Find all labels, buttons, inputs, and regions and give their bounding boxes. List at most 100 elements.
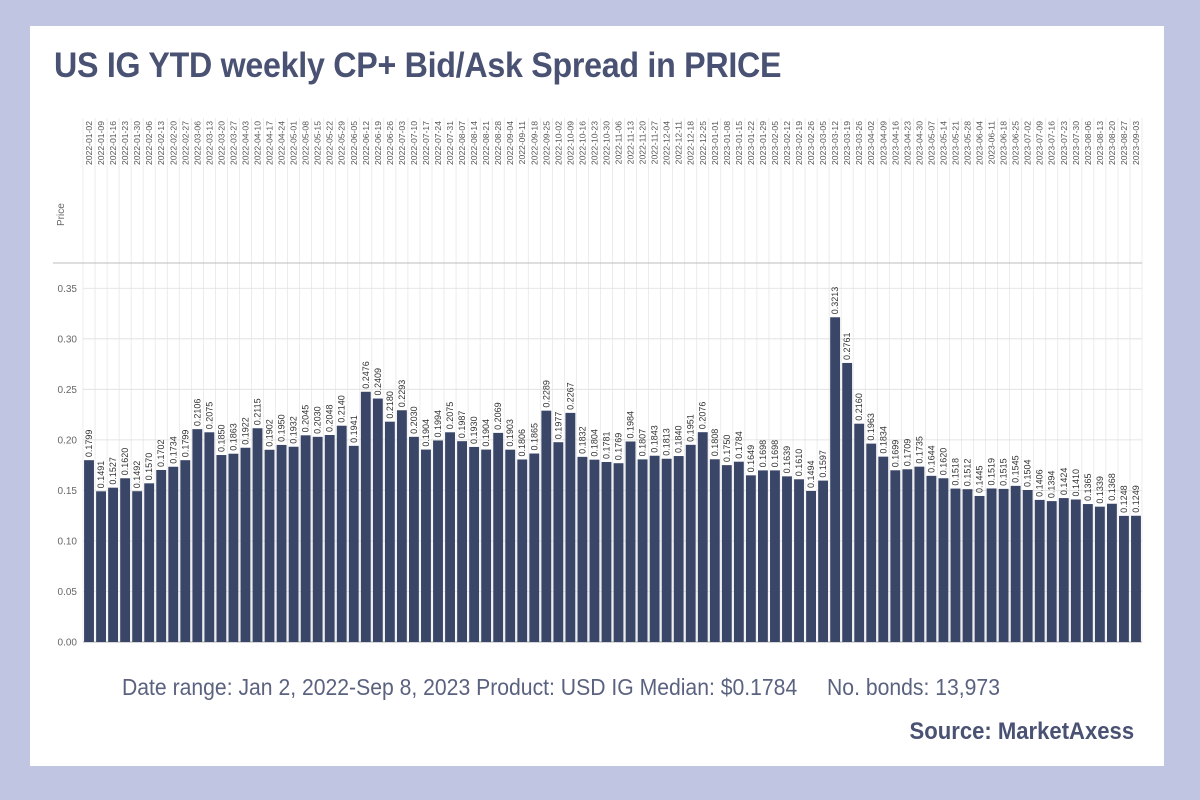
x-tick-label: 2022-02-13 [156, 121, 166, 165]
bar [914, 466, 925, 642]
x-tick-label: 2022-11-13 [626, 121, 636, 165]
bar [517, 459, 528, 642]
bar-value-label: 0.1649 [746, 445, 756, 473]
x-tick-label: 2022-08-14 [469, 121, 479, 165]
bar-value-label: 0.1987 [457, 411, 467, 439]
bar-value-label: 0.1515 [999, 458, 1009, 486]
bar [228, 453, 239, 642]
x-tick-label: 2022-01-02 [84, 121, 94, 165]
bar [1106, 503, 1117, 642]
bar [529, 453, 540, 642]
y-tick-label: 0.10 [58, 536, 78, 547]
bar [156, 469, 167, 642]
bar-value-label: 0.1963 [866, 413, 876, 441]
bar [721, 465, 732, 642]
bar [192, 429, 203, 642]
bar-value-label: 0.1512 [963, 459, 973, 487]
bar-value-label: 0.1902 [265, 419, 275, 447]
y-axis-label: Price [56, 203, 67, 226]
bar-value-label: 0.1709 [902, 439, 912, 467]
chart-card: US IG YTD weekly CP+ Bid/Ask Spread in P… [30, 26, 1164, 766]
bar-value-label: 0.2076 [698, 402, 708, 430]
x-tick-label: 2022-03-13 [204, 121, 214, 165]
bar-value-label: 0.1620 [120, 448, 130, 476]
x-tick-label: 2023-03-12 [830, 121, 840, 165]
bar-value-label: 0.1994 [433, 410, 443, 438]
bar-value-label: 0.1813 [662, 428, 672, 456]
x-tick-label: 2023-02-05 [770, 121, 780, 165]
bar-value-label: 0.1804 [589, 429, 599, 457]
x-tick-label: 2022-05-01 [289, 121, 299, 165]
bar [396, 410, 407, 642]
x-tick-label: 2022-10-23 [589, 121, 599, 165]
x-tick-label: 2023-05-21 [950, 121, 960, 165]
x-tick-label: 2022-05-22 [325, 121, 335, 165]
bar-value-label: 0.1698 [770, 440, 780, 468]
bar-value-label: 0.1424 [1059, 468, 1069, 496]
bar [709, 459, 720, 642]
bar-value-label: 0.1932 [289, 416, 299, 444]
bar-value-label: 0.1799 [84, 430, 94, 458]
bar [830, 317, 841, 642]
bar-value-label: 0.1977 [553, 412, 563, 440]
bar-value-label: 0.1834 [878, 426, 888, 454]
x-tick-label: 2023-07-23 [1059, 121, 1069, 165]
bar-value-label: 0.1491 [96, 461, 106, 489]
bar-value-label: 0.1750 [722, 435, 732, 463]
x-tick-label: 2022-11-20 [638, 121, 648, 165]
bar [962, 489, 973, 642]
y-tick-label: 0.25 [58, 385, 78, 396]
bar-value-label: 0.1807 [638, 429, 648, 457]
bar-value-label: 0.1527 [108, 457, 118, 485]
bar [421, 449, 431, 642]
y-tick-label: 0.05 [58, 587, 78, 598]
bar [1034, 499, 1045, 642]
bar-value-label: 0.1808 [710, 429, 720, 457]
x-tick-label: 2023-08-06 [1083, 121, 1093, 165]
bar-value-label: 0.2115 [252, 398, 262, 425]
x-tick-label: 2022-01-16 [108, 121, 118, 165]
bar-value-label: 0.1644 [926, 445, 936, 473]
bar-value-label: 0.2289 [541, 380, 551, 408]
x-tick-label: 2023-01-29 [758, 121, 768, 165]
x-tick-label: 2023-04-30 [914, 121, 924, 165]
bar [336, 425, 347, 642]
x-tick-label: 2022-12-04 [662, 121, 672, 165]
x-tick-label: 2022-10-30 [601, 121, 611, 165]
bar [84, 460, 94, 642]
x-tick-label: 2023-04-16 [890, 121, 900, 165]
bar-value-label: 0.1702 [156, 439, 166, 467]
x-tick-label: 2022-05-08 [301, 121, 311, 165]
bar-value-label: 0.1699 [890, 440, 900, 468]
chart-footer: Date range: Jan 2, 2022-Sep 8, 2023 Prod… [122, 674, 1000, 701]
bar-value-label: 0.1799 [180, 430, 190, 458]
bar-value-label: 0.1406 [1035, 469, 1045, 497]
bar [168, 466, 179, 642]
y-tick-label: 0.20 [58, 435, 78, 446]
bar [625, 441, 636, 642]
bar [409, 436, 419, 642]
footer-product: Product: USD IG [476, 674, 634, 700]
bar [240, 447, 251, 642]
x-tick-label: 2022-02-20 [168, 121, 178, 165]
x-tick-label: 2022-07-10 [409, 121, 419, 165]
bar [1119, 515, 1129, 642]
bar [866, 443, 877, 642]
x-tick-label: 2023-07-09 [1035, 121, 1045, 165]
x-tick-label: 2022-07-31 [445, 121, 455, 165]
bar [348, 445, 359, 642]
bar-value-label: 0.2267 [565, 382, 575, 410]
bar-value-label: 0.1597 [818, 450, 828, 478]
y-tick-label: 0.00 [58, 638, 78, 649]
x-tick-label: 2022-06-12 [361, 121, 371, 165]
bar-value-label: 0.3213 [830, 287, 840, 315]
bar-value-label: 0.1904 [421, 419, 431, 447]
x-tick-label: 2023-07-02 [1023, 121, 1033, 165]
bar [541, 410, 552, 642]
x-tick-label: 2022-06-26 [385, 121, 395, 165]
bar-value-label: 0.2180 [385, 391, 395, 419]
x-tick-label: 2022-02-27 [180, 121, 190, 165]
bar [565, 412, 576, 642]
bar [601, 462, 612, 642]
bar-value-label: 0.2030 [409, 406, 419, 434]
